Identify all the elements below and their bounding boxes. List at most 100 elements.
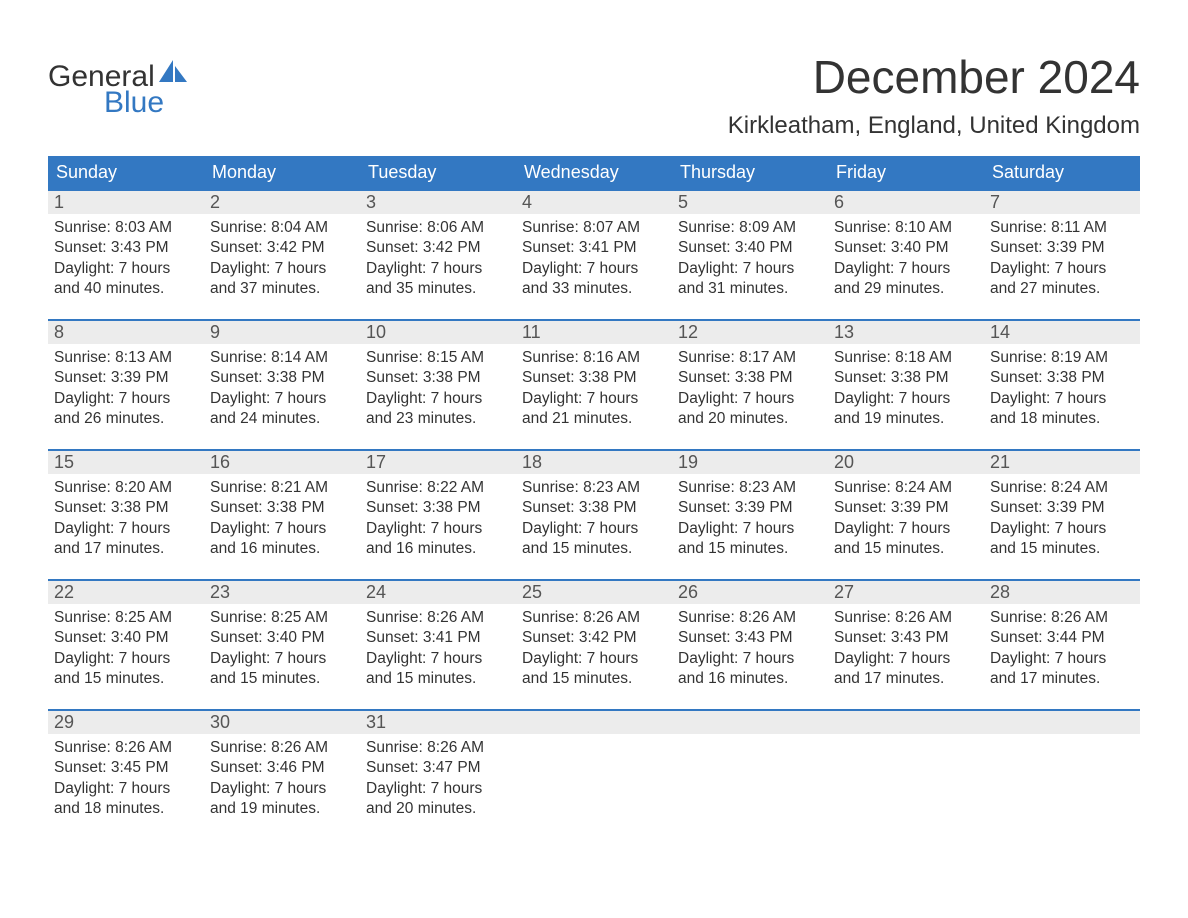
day-details: Sunrise: 8:26 AMSunset: 3:45 PMDaylight:…	[48, 734, 204, 826]
weekday-header: Monday	[204, 156, 360, 189]
calendar-day: 4Sunrise: 8:07 AMSunset: 3:41 PMDaylight…	[516, 191, 672, 309]
weekday-header: Sunday	[48, 156, 204, 189]
day-number: 11	[516, 321, 672, 344]
day-number: 14	[984, 321, 1140, 344]
calendar-day: 7Sunrise: 8:11 AMSunset: 3:39 PMDaylight…	[984, 191, 1140, 309]
day-details: Sunrise: 8:19 AMSunset: 3:38 PMDaylight:…	[984, 344, 1140, 436]
day-number: 10	[360, 321, 516, 344]
calendar-day: 19Sunrise: 8:23 AMSunset: 3:39 PMDayligh…	[672, 451, 828, 569]
day-details: Sunrise: 8:14 AMSunset: 3:38 PMDaylight:…	[204, 344, 360, 436]
calendar-day: 14Sunrise: 8:19 AMSunset: 3:38 PMDayligh…	[984, 321, 1140, 439]
logo-word-2: Blue	[48, 88, 189, 118]
day-number: 23	[204, 581, 360, 604]
day-number: 24	[360, 581, 516, 604]
weekday-header-row: Sunday Monday Tuesday Wednesday Thursday…	[48, 156, 1140, 189]
day-details: Sunrise: 8:11 AMSunset: 3:39 PMDaylight:…	[984, 214, 1140, 306]
calendar-day: ..	[828, 711, 984, 829]
calendar-day: 31Sunrise: 8:26 AMSunset: 3:47 PMDayligh…	[360, 711, 516, 829]
calendar-day: 25Sunrise: 8:26 AMSunset: 3:42 PMDayligh…	[516, 581, 672, 699]
calendar-week: 15Sunrise: 8:20 AMSunset: 3:38 PMDayligh…	[48, 449, 1140, 569]
calendar-day: 23Sunrise: 8:25 AMSunset: 3:40 PMDayligh…	[204, 581, 360, 699]
day-details: Sunrise: 8:17 AMSunset: 3:38 PMDaylight:…	[672, 344, 828, 436]
day-details: Sunrise: 8:04 AMSunset: 3:42 PMDaylight:…	[204, 214, 360, 306]
calendar-day: 26Sunrise: 8:26 AMSunset: 3:43 PMDayligh…	[672, 581, 828, 699]
day-details: Sunrise: 8:25 AMSunset: 3:40 PMDaylight:…	[48, 604, 204, 696]
day-number: 26	[672, 581, 828, 604]
calendar: Sunday Monday Tuesday Wednesday Thursday…	[48, 156, 1140, 829]
day-details: Sunrise: 8:24 AMSunset: 3:39 PMDaylight:…	[828, 474, 984, 566]
calendar-day: 6Sunrise: 8:10 AMSunset: 3:40 PMDaylight…	[828, 191, 984, 309]
calendar-day: 1Sunrise: 8:03 AMSunset: 3:43 PMDaylight…	[48, 191, 204, 309]
day-details: Sunrise: 8:20 AMSunset: 3:38 PMDaylight:…	[48, 474, 204, 566]
day-number: 25	[516, 581, 672, 604]
day-details: Sunrise: 8:03 AMSunset: 3:43 PMDaylight:…	[48, 214, 204, 306]
day-number: 21	[984, 451, 1140, 474]
weekday-header: Friday	[828, 156, 984, 189]
day-details: Sunrise: 8:26 AMSunset: 3:46 PMDaylight:…	[204, 734, 360, 826]
day-number: 15	[48, 451, 204, 474]
day-number: 1	[48, 191, 204, 214]
day-number: 20	[828, 451, 984, 474]
calendar-day: 12Sunrise: 8:17 AMSunset: 3:38 PMDayligh…	[672, 321, 828, 439]
day-details: Sunrise: 8:26 AMSunset: 3:41 PMDaylight:…	[360, 604, 516, 696]
calendar-week: 8Sunrise: 8:13 AMSunset: 3:39 PMDaylight…	[48, 319, 1140, 439]
day-number: 6	[828, 191, 984, 214]
calendar-week: 22Sunrise: 8:25 AMSunset: 3:40 PMDayligh…	[48, 579, 1140, 699]
day-number: 31	[360, 711, 516, 734]
day-number: 16	[204, 451, 360, 474]
calendar-day: ..	[672, 711, 828, 829]
calendar-day: 28Sunrise: 8:26 AMSunset: 3:44 PMDayligh…	[984, 581, 1140, 699]
day-details: Sunrise: 8:09 AMSunset: 3:40 PMDaylight:…	[672, 214, 828, 306]
day-number: 27	[828, 581, 984, 604]
calendar-day: 3Sunrise: 8:06 AMSunset: 3:42 PMDaylight…	[360, 191, 516, 309]
day-number: 17	[360, 451, 516, 474]
day-details: Sunrise: 8:23 AMSunset: 3:38 PMDaylight:…	[516, 474, 672, 566]
calendar-day: ..	[984, 711, 1140, 829]
day-number: 18	[516, 451, 672, 474]
calendar-day: 15Sunrise: 8:20 AMSunset: 3:38 PMDayligh…	[48, 451, 204, 569]
calendar-day: 27Sunrise: 8:26 AMSunset: 3:43 PMDayligh…	[828, 581, 984, 699]
calendar-day: 21Sunrise: 8:24 AMSunset: 3:39 PMDayligh…	[984, 451, 1140, 569]
weekday-header: Thursday	[672, 156, 828, 189]
day-details: Sunrise: 8:26 AMSunset: 3:44 PMDaylight:…	[984, 604, 1140, 696]
day-number: 7	[984, 191, 1140, 214]
calendar-day: 20Sunrise: 8:24 AMSunset: 3:39 PMDayligh…	[828, 451, 984, 569]
calendar-day: 11Sunrise: 8:16 AMSunset: 3:38 PMDayligh…	[516, 321, 672, 439]
logo-sail-icon	[159, 58, 189, 88]
day-details: Sunrise: 8:13 AMSunset: 3:39 PMDaylight:…	[48, 344, 204, 436]
calendar-day: ..	[516, 711, 672, 829]
day-number: 9	[204, 321, 360, 344]
calendar-day: 30Sunrise: 8:26 AMSunset: 3:46 PMDayligh…	[204, 711, 360, 829]
day-details: Sunrise: 8:22 AMSunset: 3:38 PMDaylight:…	[360, 474, 516, 566]
day-details: Sunrise: 8:24 AMSunset: 3:39 PMDaylight:…	[984, 474, 1140, 566]
weekday-header: Saturday	[984, 156, 1140, 189]
logo: General Blue	[48, 30, 189, 118]
day-number: 13	[828, 321, 984, 344]
calendar-week: 29Sunrise: 8:26 AMSunset: 3:45 PMDayligh…	[48, 709, 1140, 829]
day-number: 22	[48, 581, 204, 604]
weekday-header: Tuesday	[360, 156, 516, 189]
day-details: Sunrise: 8:26 AMSunset: 3:43 PMDaylight:…	[672, 604, 828, 696]
day-number: 28	[984, 581, 1140, 604]
day-number: 12	[672, 321, 828, 344]
day-details: Sunrise: 8:25 AMSunset: 3:40 PMDaylight:…	[204, 604, 360, 696]
day-details: Sunrise: 8:26 AMSunset: 3:47 PMDaylight:…	[360, 734, 516, 826]
calendar-week: 1Sunrise: 8:03 AMSunset: 3:43 PMDaylight…	[48, 189, 1140, 309]
location-subtitle: Kirkleatham, England, United Kingdom	[728, 112, 1140, 140]
calendar-day: 9Sunrise: 8:14 AMSunset: 3:38 PMDaylight…	[204, 321, 360, 439]
day-details: Sunrise: 8:06 AMSunset: 3:42 PMDaylight:…	[360, 214, 516, 306]
weekday-header: Wednesday	[516, 156, 672, 189]
calendar-day: 5Sunrise: 8:09 AMSunset: 3:40 PMDaylight…	[672, 191, 828, 309]
day-details: Sunrise: 8:15 AMSunset: 3:38 PMDaylight:…	[360, 344, 516, 436]
calendar-day: 10Sunrise: 8:15 AMSunset: 3:38 PMDayligh…	[360, 321, 516, 439]
day-details: Sunrise: 8:16 AMSunset: 3:38 PMDaylight:…	[516, 344, 672, 436]
calendar-day: 17Sunrise: 8:22 AMSunset: 3:38 PMDayligh…	[360, 451, 516, 569]
day-number: 19	[672, 451, 828, 474]
day-details: Sunrise: 8:26 AMSunset: 3:42 PMDaylight:…	[516, 604, 672, 696]
day-details: Sunrise: 8:07 AMSunset: 3:41 PMDaylight:…	[516, 214, 672, 306]
calendar-day: 22Sunrise: 8:25 AMSunset: 3:40 PMDayligh…	[48, 581, 204, 699]
calendar-day: 18Sunrise: 8:23 AMSunset: 3:38 PMDayligh…	[516, 451, 672, 569]
day-details: Sunrise: 8:23 AMSunset: 3:39 PMDaylight:…	[672, 474, 828, 566]
day-number: 4	[516, 191, 672, 214]
day-number: 5	[672, 191, 828, 214]
